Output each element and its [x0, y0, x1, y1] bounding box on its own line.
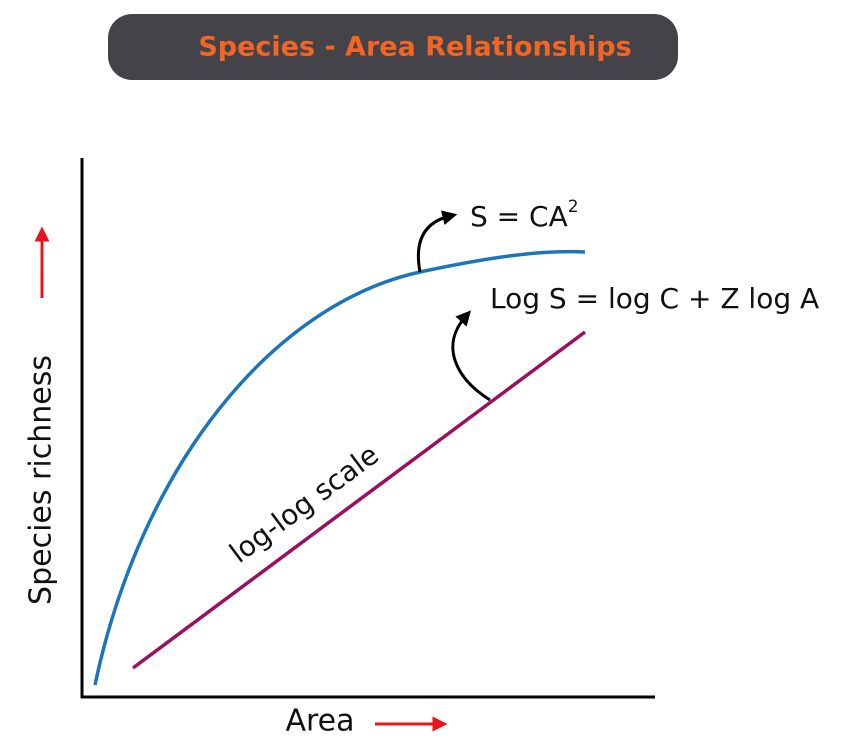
line-annotation: log-log scale	[223, 438, 384, 570]
power-curve	[93, 249, 586, 686]
arrow	[416, 210, 458, 273]
arrow	[451, 310, 491, 402]
y-axis-label: Species richness	[24, 355, 59, 605]
equation: S = CA2	[470, 197, 579, 233]
x-axis-label: Area	[285, 704, 354, 739]
equation-text: S = CA	[470, 200, 568, 233]
log-line	[131, 330, 587, 670]
title-pill	[108, 14, 678, 80]
superscript: 2	[568, 197, 579, 217]
title: Species - Area Relationships	[198, 32, 631, 63]
equation: Log S = log C + Z log A	[490, 282, 819, 315]
